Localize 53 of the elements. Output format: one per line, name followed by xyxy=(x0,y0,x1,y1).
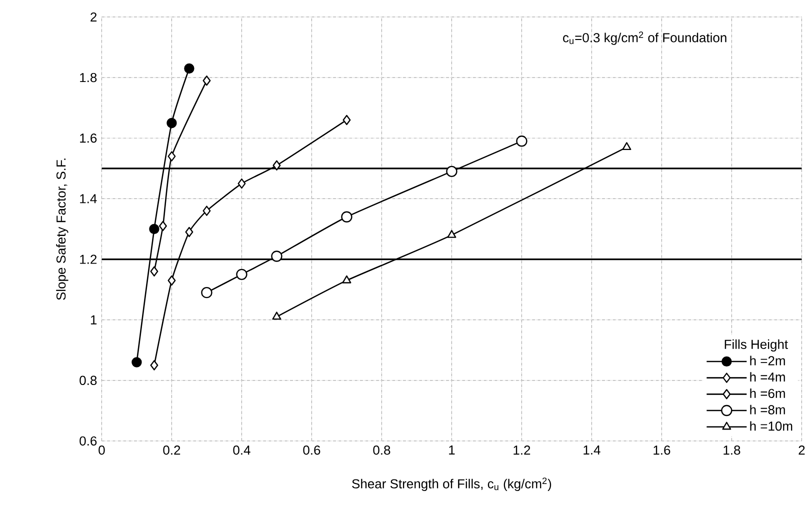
x-tick-label: 0.2 xyxy=(163,446,180,455)
x-tick-label: 1.4 xyxy=(584,446,600,454)
point xyxy=(622,142,632,150)
y-tick-label: 1 xyxy=(90,315,97,324)
x-tick-label: 2 xyxy=(798,446,805,455)
point xyxy=(446,166,458,178)
legend-label: h =4m xyxy=(750,372,785,382)
point xyxy=(341,211,352,222)
point xyxy=(342,114,351,126)
point xyxy=(166,118,177,128)
point xyxy=(150,360,158,370)
y-axis-title: Slope Safety Factor, S.F. xyxy=(56,158,68,300)
legend-title: Fills Height xyxy=(724,339,788,352)
y-tick-label: 0.8 xyxy=(80,376,97,386)
y-tick-label: 1.2 xyxy=(80,254,97,264)
point xyxy=(149,224,160,234)
y-tick-label: 1.6 xyxy=(80,134,97,143)
point xyxy=(158,220,167,232)
point xyxy=(168,151,176,162)
point xyxy=(184,63,194,74)
x-tick-label: 1.2 xyxy=(514,446,530,455)
x-tick-label: 0 xyxy=(98,446,105,455)
x-tick-label: 1 xyxy=(449,446,455,454)
x-tick-label: 1.6 xyxy=(654,446,670,455)
x-axis-title: Shear Strength of Fills, c$_{u}$ (kg/cm$^{2}$) xyxy=(352,478,552,491)
point xyxy=(447,230,456,238)
point xyxy=(202,206,211,216)
point xyxy=(342,275,352,284)
y-tick-label: 2 xyxy=(90,12,97,22)
point xyxy=(150,266,158,276)
x-tick-label: 1.8 xyxy=(724,446,740,455)
point xyxy=(238,178,246,189)
point xyxy=(202,75,211,86)
legend-label: h =10m xyxy=(750,421,792,431)
x-tick-label: 0.4 xyxy=(233,446,250,455)
point xyxy=(236,268,248,280)
x-tick-label: 0.6 xyxy=(303,446,320,455)
y-tick-label: 0.6 xyxy=(80,436,97,446)
point xyxy=(201,286,212,298)
legend-label: h =8m xyxy=(750,404,785,414)
point xyxy=(271,250,282,262)
legend-label: h =6m xyxy=(750,388,785,398)
x-tick-label: 0.8 xyxy=(373,446,390,455)
point xyxy=(185,226,194,238)
y-tick-label: 1.8 xyxy=(80,72,97,82)
annotation: c$_{u}$=0.3 kg/cm$^{2}$ of Foundation xyxy=(563,32,726,45)
point xyxy=(272,312,282,320)
y-tick-label: 1.4 xyxy=(80,194,97,204)
point xyxy=(132,357,142,368)
legend-label: h =2m xyxy=(750,356,785,366)
point xyxy=(516,136,528,147)
point xyxy=(168,275,176,286)
point xyxy=(272,160,281,170)
